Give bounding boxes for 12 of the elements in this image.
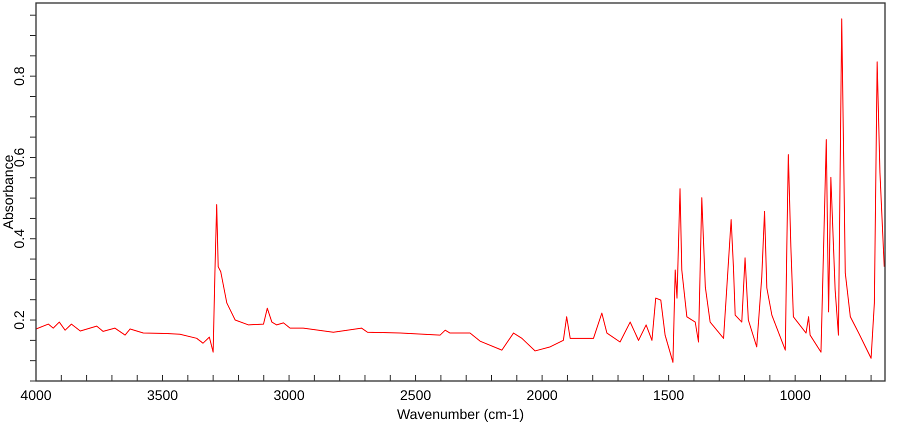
y-tick-label: 0.2 xyxy=(11,310,27,330)
x-tick-label: 3500 xyxy=(146,387,178,403)
y-tick-label: 0.8 xyxy=(11,66,27,86)
x-tick-label: 3000 xyxy=(273,387,305,403)
x-tick-label: 4000 xyxy=(20,387,52,403)
x-tick-label: 2500 xyxy=(400,387,432,403)
x-tick-label: 1500 xyxy=(653,387,684,403)
x-axis-title: Wavenumber (cm-1) xyxy=(396,406,524,422)
x-tick-label: 1000 xyxy=(780,387,811,403)
line-series xyxy=(36,18,885,363)
x-tick-label: 2000 xyxy=(526,387,558,403)
y-tick-label: 0.4 xyxy=(11,228,27,248)
